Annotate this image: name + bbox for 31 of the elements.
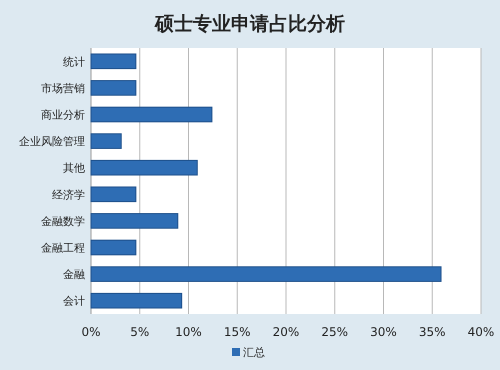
y-tick-label: 其他 (63, 162, 85, 175)
x-tick-label: 25% (321, 325, 348, 339)
bar (90, 292, 182, 309)
x-tick-label: 30% (370, 325, 397, 339)
y-tick-label: 金融工程 (41, 242, 85, 254)
x-tick-label: 35% (418, 325, 446, 339)
y-tick-label: 统计 (63, 55, 85, 68)
chart-title: 硕士专业申请占比分析 (154, 13, 345, 35)
legend-label: 汇总 (243, 346, 265, 359)
bar (90, 160, 198, 176)
x-tick-label: 5% (130, 325, 150, 339)
x-tick-label: 0% (81, 325, 101, 339)
y-tick-label: 市场营销 (41, 82, 85, 95)
bar (90, 213, 178, 229)
y-tick-label: 企业风险管理 (19, 135, 85, 148)
bar (90, 266, 442, 282)
x-tick-label: 20% (272, 325, 300, 339)
y-tick-label: 商业分析 (41, 108, 85, 122)
bar (90, 53, 136, 70)
bar (90, 186, 136, 202)
bar (90, 106, 212, 122)
bar (90, 80, 136, 96)
y-tick-label: 会计 (63, 294, 85, 308)
y-tick-label: 经济学 (52, 188, 85, 202)
y-tick-label: 金融数学 (41, 214, 85, 228)
x-tick-label: 15% (224, 325, 251, 339)
x-tick-label: 40% (468, 325, 494, 339)
bar (90, 133, 122, 149)
x-tick-label: 10% (175, 325, 202, 339)
y-tick-label: 金融 (63, 268, 85, 282)
bar (90, 240, 136, 256)
